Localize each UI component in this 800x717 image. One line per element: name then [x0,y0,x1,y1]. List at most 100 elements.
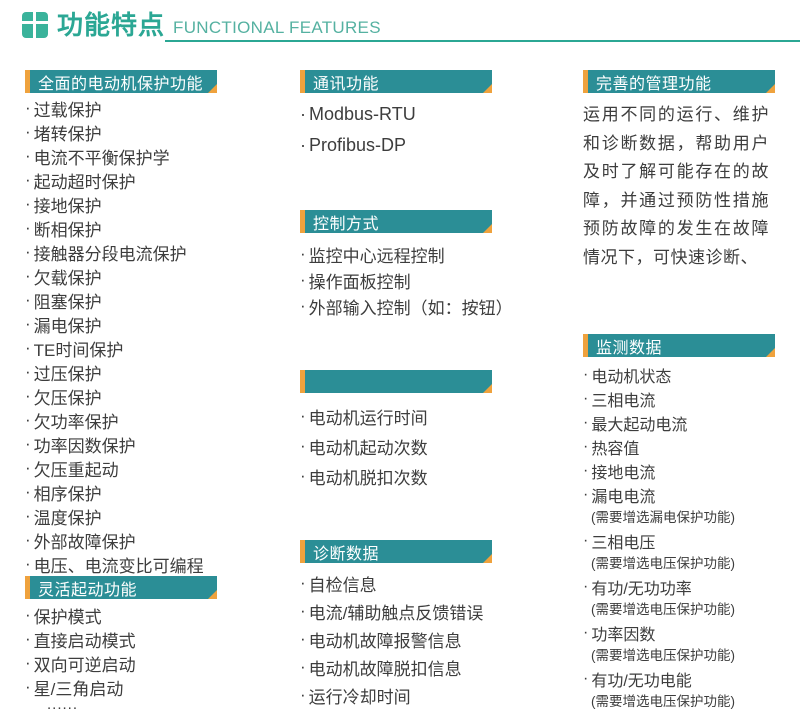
list-item: · 过载保护 [25,96,295,120]
bullet-icon: · [25,458,31,477]
list-item: · 保护模式 [25,603,295,627]
item-label: 欠载保护 [33,268,102,288]
bullet-icon: · [583,438,589,455]
bullet-icon: · [25,386,31,405]
bullet-icon: · [583,390,589,407]
bullet-icon: · [25,314,31,333]
section-diagnosis-data: 诊断数据 · 自检信息 · 电流/辅助触点反馈错误 · 电动机故障报警信息 · 电动机故障脱扣… [300,540,585,709]
list-item: · 电动机脱扣次数 [300,461,585,491]
item-list: · 自检信息 · 电流/辅助触点反馈错误 · 电动机故障报警信息 · 电动机故障脱扣信息 · 运行… [300,569,585,709]
list-item: · 三相电压 [583,529,800,553]
item-label: 功率因数保护 [33,436,136,456]
bullet-icon: · [583,486,589,503]
section-title: 完善的管理功能 [596,75,712,93]
page-header: 功能特点 FUNCTIONAL FEATURES [22,10,381,40]
list-item: · 监控中心远程控制 [300,241,585,267]
bullet-icon: · [25,482,31,501]
item-list: · Modbus-RTU · Profibus-DP [300,99,585,161]
section-title: 控制方式 [313,215,380,233]
list-item: · 电动机起动次数 [300,431,585,461]
list-item: · 电动机故障报警信息 [300,625,585,653]
section-monitor-data: 监测数据 · 电动机状态 · 三相电流 · 最大起动电流 · 热容值 · 接地电流 · 漏电电流 (需要… [583,334,800,713]
item-note: (需要增选电压保护功能) [591,648,735,663]
list-item: · 最大起动电流 [583,411,800,435]
item-label: 操作面板控制 [308,272,411,292]
item-label: 运行冷却时间 [308,687,411,707]
section-runtime-data: · 电动机运行时间 · 电动机起动次数 · 电动机脱扣次数 [300,370,585,491]
list-item: · 电动机运行时间 [300,401,585,431]
section-header: 全面的电动机保护功能 [25,70,217,93]
list-item: · 电动机状态 [583,363,800,387]
item-label: 相序保护 [33,484,102,504]
list-item: · 双向可逆启动 [25,651,295,675]
section-title: 通讯功能 [313,75,380,93]
list-item: · 功率因数 [583,621,800,645]
item-label: 起动超时保护 [33,172,136,192]
list-item: · 欠压重起动 [25,456,295,480]
section-motor-protection: 全面的电动机保护功能 · 过载保护 · 堵转保护 · 电流不平衡保护学 · 起动超时保护 · 接地… [25,70,295,576]
item-label: 接地电流 [591,465,656,482]
list-item: · 有功/无功功率 [583,575,800,599]
section-header: 通讯功能 [300,70,492,93]
item-label: 接触器分段电流保护 [33,244,187,264]
item-label: 功率因数 [591,627,656,644]
item-label: 电压、电流变比可编程 [33,556,204,576]
section-control-mode: 控制方式 · 监控中心远程控制 · 操作面板控制 · 外部输入控制（如：按钮） [300,210,585,319]
list-item: · 有功/无功电能 [583,667,800,691]
item-label: 电动机故障脱扣信息 [308,659,462,679]
item-note: (需要增选电压保护功能) [591,694,735,709]
bullet-icon: · [25,242,31,261]
list-item: · 欠载保护 [25,264,295,288]
item-label: Modbus-RTU [309,104,416,124]
item-list: · 电动机运行时间 · 电动机起动次数 · 电动机脱扣次数 [300,401,585,491]
item-label: 堵转保护 [33,124,102,144]
list-item: · 操作面板控制 [300,267,585,293]
grid-icon [22,12,48,38]
item-label: 温度保护 [33,508,102,528]
bullet-icon: · [300,573,306,592]
ellipsis-dots: ...... [47,696,79,713]
item-label: 欠压重起动 [33,460,119,480]
list-item: · 相序保护 [25,480,295,504]
item-label: 电动机起动次数 [308,438,428,458]
list-item: · 电流/辅助触点反馈错误 [300,597,585,625]
list-item: · 堵转保护 [25,120,295,144]
bullet-icon: · [25,410,31,429]
bullet-icon: · [300,135,306,155]
bullet-icon: · [583,578,589,595]
bullet-icon: · [583,670,589,687]
bullet-icon: · [300,270,306,289]
section-title: 全面的电动机保护功能 [38,75,204,93]
section-title: 灵活起动功能 [38,581,138,599]
section-header: 完善的管理功能 [583,70,775,93]
section-header: 灵活起动功能 [25,576,217,599]
list-item: · 接地电流 [583,459,800,483]
section-management: 完善的管理功能 运用不同的运行、维护和诊断数据，帮助用户及时了解可能存在的故障，… [583,70,798,272]
list-item: · 电压、电流变比可编程 [25,552,295,576]
section-communication: 通讯功能 · Modbus-RTU · Profibus-DP [300,70,585,161]
item-list: · 保护模式 · 直接启动模式 · 双向可逆启动 · 星/三角启动 [25,603,295,699]
item-label: 最大起动电流 [591,417,688,434]
bullet-icon: · [25,530,31,549]
list-item: · 接地保护 [25,192,295,216]
item-label: 双向可逆启动 [33,655,136,675]
item-label: TE时间保护 [33,340,124,360]
bullet-icon: · [300,629,306,648]
bullet-icon: · [300,244,306,263]
list-item: · Profibus-DP [300,130,585,161]
bullet-icon: · [583,532,589,549]
item-label: 外部输入控制（如：按钮） [308,298,513,318]
list-item: · 阻塞保护 [25,288,295,312]
item-list: · 电动机状态 · 三相电流 · 最大起动电流 · 热容值 · 接地电流 · 漏电电流 (需要增选漏电保… [583,363,800,713]
bullet-icon: · [25,122,31,141]
item-label: 自检信息 [308,575,377,595]
bullet-icon: · [25,629,31,648]
item-label: 接地保护 [33,196,102,216]
item-label: 电流/辅助触点反馈错误 [308,603,484,623]
bullet-icon: · [25,677,31,696]
item-label: 星/三角启动 [33,679,124,699]
page-title: 功能特点 [57,10,166,40]
page-subtitle: FUNCTIONAL FEATURES [173,18,381,37]
bullet-icon: · [25,194,31,213]
list-item: · 电流不平衡保护学 [25,144,295,168]
